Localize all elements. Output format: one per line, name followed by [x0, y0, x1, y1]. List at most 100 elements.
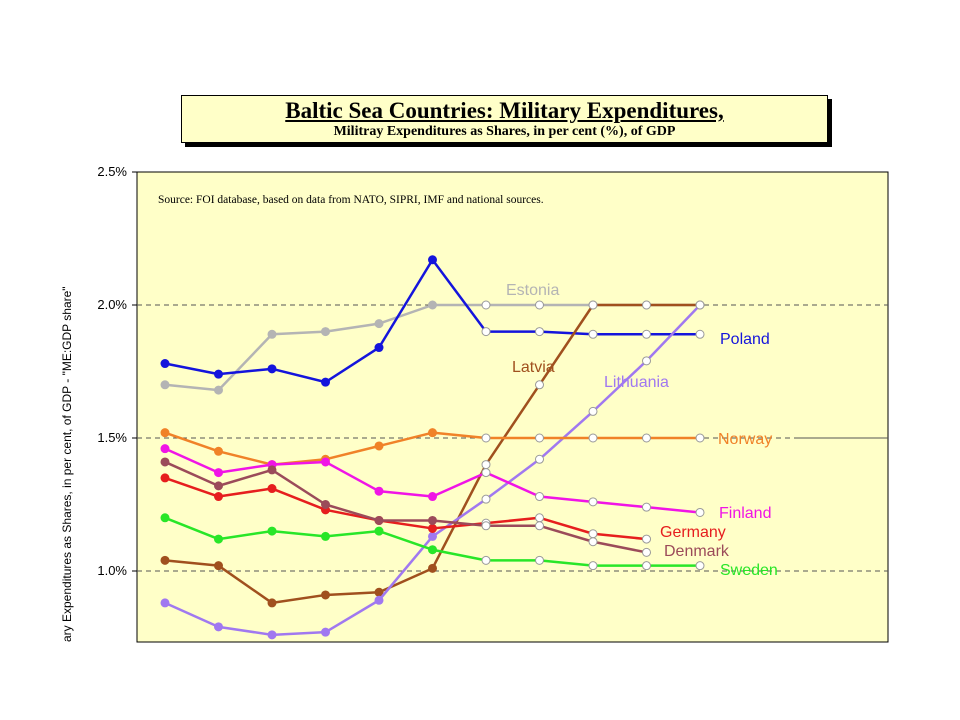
- data-point: [160, 457, 170, 467]
- data-point: [374, 343, 384, 353]
- data-point: [481, 494, 491, 504]
- data-point: [160, 598, 170, 608]
- data-point: [481, 521, 491, 531]
- series-label-latvia: Latvia: [512, 359, 555, 376]
- data-point: [642, 356, 651, 366]
- y-axis-ticks: 1.0% 1.5% 2.0% 2.5%: [97, 164, 137, 578]
- chart-title: Baltic Sea Countries: Military Expenditu…: [285, 98, 724, 123]
- data-point: [428, 428, 437, 438]
- data-point: [428, 531, 437, 541]
- data-point: [160, 359, 170, 369]
- series-sweden: [160, 513, 705, 571]
- data-point: [267, 465, 277, 475]
- data-point: [160, 444, 170, 454]
- data-point: [374, 515, 384, 525]
- data-point: [160, 428, 170, 438]
- data-point: [160, 513, 170, 523]
- data-point: [642, 502, 651, 512]
- data-point: [214, 622, 223, 632]
- y-axis-label: ary Expenditures as Shares, in per cent,…: [60, 286, 74, 642]
- series-line: [164, 460, 647, 554]
- series-germany: [160, 473, 651, 544]
- data-point: [267, 630, 277, 640]
- y-tick-label: 1.0%: [97, 563, 127, 578]
- title-box: Baltic Sea Countries: Military Expenditu…: [181, 95, 828, 143]
- data-point: [428, 563, 437, 573]
- series-label-finland: Finland: [719, 505, 771, 522]
- series-lithuania: [160, 300, 705, 640]
- data-point: [481, 433, 491, 443]
- data-point: [695, 300, 705, 310]
- data-point: [695, 507, 705, 517]
- data-point: [160, 555, 170, 565]
- data-point: [321, 500, 330, 509]
- series-label-denmark: Denmark: [664, 543, 730, 560]
- series-denmark: [160, 457, 651, 557]
- data-point: [588, 433, 598, 443]
- source-note: Source: FOI database, based on data from…: [158, 194, 544, 206]
- data-point: [535, 492, 544, 502]
- data-point: [535, 300, 544, 310]
- series-label-norway: Norway: [718, 431, 772, 448]
- data-point: [214, 534, 223, 544]
- data-point: [642, 561, 651, 571]
- series-label-lithuania: Lithuania: [604, 374, 669, 391]
- data-point: [267, 364, 277, 374]
- series-line: [164, 476, 647, 541]
- data-point: [374, 486, 384, 496]
- data-point: [214, 492, 223, 502]
- series-poland: [160, 255, 705, 387]
- data-point: [642, 433, 651, 443]
- data-point: [428, 515, 437, 525]
- data-point: [321, 377, 330, 387]
- data-point: [535, 555, 544, 565]
- y-tick-label: 1.5%: [97, 430, 127, 445]
- data-point: [695, 329, 705, 339]
- data-point: [214, 446, 223, 456]
- data-point: [214, 481, 223, 491]
- data-point: [535, 380, 544, 390]
- data-point: [267, 329, 277, 339]
- y-tick-label: 2.0%: [97, 297, 127, 312]
- data-point: [481, 468, 491, 478]
- data-point: [321, 590, 330, 600]
- data-point: [374, 319, 384, 329]
- chart-subtitle: Militray Expenditures as Shares, in per …: [333, 124, 676, 139]
- data-point: [214, 561, 223, 571]
- data-point: [374, 441, 384, 451]
- series-labels: Estonia Poland Latvia Lithuania Norway Finlan…: [506, 282, 888, 579]
- data-point: [267, 526, 277, 536]
- data-point: [588, 300, 598, 310]
- data-point: [481, 327, 491, 337]
- data-point: [695, 433, 705, 443]
- data-point: [321, 627, 330, 637]
- series-label-germany: Germany: [660, 524, 726, 541]
- data-point: [588, 529, 598, 539]
- data-point: [374, 595, 384, 605]
- data-point: [588, 497, 598, 507]
- data-point: [535, 521, 544, 531]
- data-point: [428, 523, 437, 533]
- data-point: [214, 369, 223, 379]
- data-point: [588, 406, 598, 416]
- series-label-sweden: Sweden: [720, 562, 778, 579]
- data-point: [428, 492, 437, 502]
- data-point: [588, 561, 598, 571]
- data-point: [321, 457, 330, 467]
- data-point: [374, 526, 384, 536]
- data-point: [535, 454, 544, 464]
- data-point: [428, 545, 437, 555]
- data-point: [321, 531, 330, 541]
- data-point: [535, 513, 544, 523]
- data-point: [588, 537, 598, 547]
- data-point: [214, 468, 223, 478]
- data-point: [160, 380, 170, 390]
- series-finland: [160, 444, 705, 517]
- plot-area: [136, 171, 889, 643]
- series-label-poland: Poland: [720, 331, 770, 348]
- series-label-estonia: Estonia: [506, 282, 559, 299]
- data-point: [267, 598, 277, 608]
- data-point: [267, 484, 277, 494]
- data-point: [642, 300, 651, 310]
